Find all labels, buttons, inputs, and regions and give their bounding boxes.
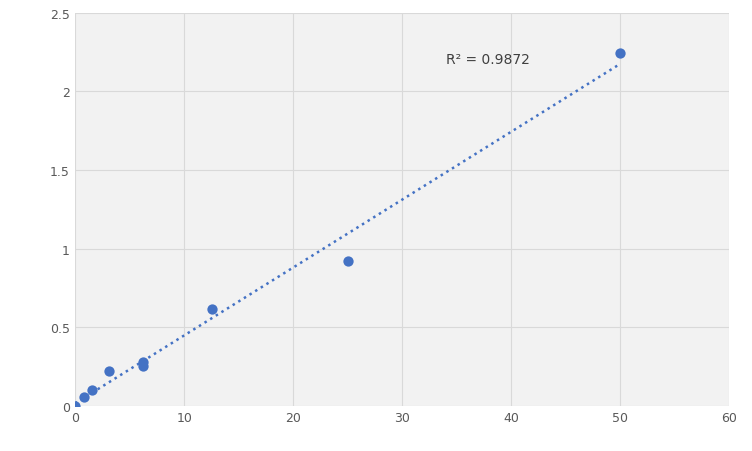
Point <box>103 368 115 375</box>
Point <box>138 363 150 370</box>
Point <box>86 386 99 393</box>
Point <box>138 358 150 365</box>
Point <box>69 402 81 410</box>
Text: R² = 0.9872: R² = 0.9872 <box>446 53 530 67</box>
Point <box>341 258 353 265</box>
Point <box>614 50 626 57</box>
Point <box>77 394 89 401</box>
Point <box>205 305 217 313</box>
